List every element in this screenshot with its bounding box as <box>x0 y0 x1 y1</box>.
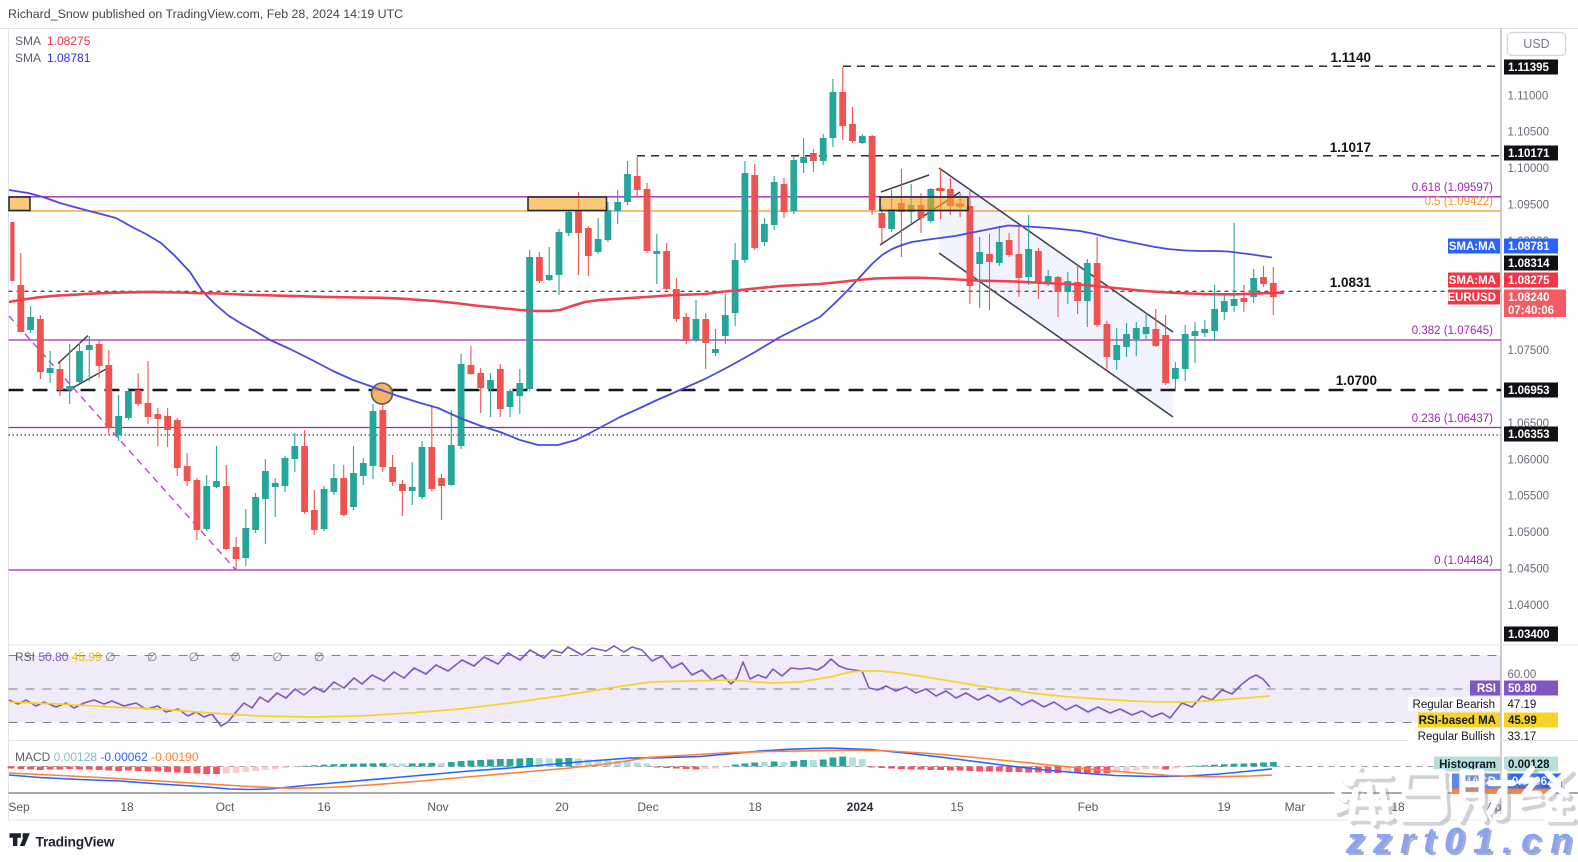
svg-text:Regular Bullish: Regular Bullish <box>1418 731 1495 743</box>
svg-text:1.08781: 1.08781 <box>1508 241 1550 253</box>
svg-text:07:40:06: 07:40:06 <box>1508 305 1554 317</box>
svg-text:1.07500: 1.07500 <box>1508 345 1550 357</box>
svg-text:Oct: Oct <box>216 800 235 814</box>
svg-text:1.08314: 1.08314 <box>1508 258 1550 270</box>
svg-text:Regular Bearish: Regular Bearish <box>1413 699 1495 711</box>
svg-text:50.80: 50.80 <box>1508 683 1537 695</box>
svg-text:1.03400: 1.03400 <box>1508 629 1550 641</box>
svg-text:47.19: 47.19 <box>1508 699 1537 711</box>
svg-text:1.10171: 1.10171 <box>1508 148 1550 160</box>
svg-text:15: 15 <box>950 800 964 814</box>
svg-text:zzrt01.cn: zzrt01.cn <box>1345 820 1578 857</box>
svg-text:1.04500: 1.04500 <box>1508 564 1550 576</box>
svg-text:MACD 0.00128 -0.00062 -0.001: MACD 0.00128 -0.00062 -0.00190 <box>15 750 199 764</box>
svg-text:18: 18 <box>748 800 762 814</box>
svg-text:1.08275: 1.08275 <box>47 34 91 48</box>
svg-text:33.17: 33.17 <box>1508 731 1537 743</box>
svg-text:0.382 (1.07645): 0.382 (1.07645) <box>1412 325 1493 337</box>
svg-text:Dec: Dec <box>637 800 658 814</box>
svg-text:EURUSD: EURUSD <box>1447 292 1496 304</box>
svg-text:RSI 50.80 45.99 ∅ ∅ ∅ ∅ ∅ ∅: RSI 50.80 45.99 ∅ ∅ ∅ ∅ ∅ ∅ <box>15 650 338 664</box>
svg-text:1.11395: 1.11395 <box>1508 62 1550 74</box>
svg-text:1.0831: 1.0831 <box>1330 275 1372 290</box>
svg-text:19: 19 <box>1217 800 1231 814</box>
svg-text:TradingView: TradingView <box>36 835 115 850</box>
svg-text:1.09500: 1.09500 <box>1508 200 1550 212</box>
svg-text:1.08240: 1.08240 <box>1508 292 1550 304</box>
svg-text:SMA:MA: SMA:MA <box>1449 275 1496 287</box>
svg-text:1.11000: 1.11000 <box>1508 90 1549 102</box>
svg-text:1.10500: 1.10500 <box>1508 127 1550 139</box>
svg-text:Feb: Feb <box>1078 800 1099 814</box>
svg-text:1.08781: 1.08781 <box>47 51 91 65</box>
svg-text:SMA: SMA <box>15 34 41 48</box>
svg-text:RSI-based MA: RSI-based MA <box>1419 715 1496 727</box>
svg-text:1.04000: 1.04000 <box>1508 600 1550 612</box>
svg-text:1.1140: 1.1140 <box>1330 50 1371 65</box>
svg-text:Sep: Sep <box>8 800 30 814</box>
svg-text:SMA: SMA <box>15 51 41 65</box>
svg-text:16: 16 <box>317 800 331 814</box>
svg-text:60.00: 60.00 <box>1508 669 1537 681</box>
svg-text:RSI: RSI <box>1477 683 1496 695</box>
svg-text:0.5 (1.09422): 0.5 (1.09422) <box>1425 196 1494 208</box>
svg-text:SMA:MA: SMA:MA <box>1449 241 1496 253</box>
svg-text:1.06353: 1.06353 <box>1508 429 1550 441</box>
svg-text:1.06000: 1.06000 <box>1508 454 1550 466</box>
svg-text:1.06953: 1.06953 <box>1508 385 1550 397</box>
svg-text:0.618 (1.09597): 0.618 (1.09597) <box>1412 182 1493 194</box>
svg-text:1.0700: 1.0700 <box>1336 373 1377 388</box>
svg-text:1.10000: 1.10000 <box>1508 163 1550 175</box>
svg-text:Mar: Mar <box>1285 800 1306 814</box>
svg-text:Richard_Snow published on Trad: Richard_Snow published on TradingView.co… <box>8 7 403 21</box>
svg-text:0.236 (1.06437): 0.236 (1.06437) <box>1412 413 1493 425</box>
svg-text:1.08275: 1.08275 <box>1508 275 1550 287</box>
svg-text:20: 20 <box>555 800 569 814</box>
svg-text:USD: USD <box>1523 37 1549 51</box>
svg-text:Nov: Nov <box>427 800 448 814</box>
svg-text:0 (1.04484): 0 (1.04484) <box>1434 555 1493 567</box>
svg-text:18: 18 <box>120 800 134 814</box>
svg-text:1.1017: 1.1017 <box>1330 140 1371 155</box>
svg-text:1.05500: 1.05500 <box>1508 491 1550 503</box>
svg-text:2024: 2024 <box>847 800 874 814</box>
svg-text:1.05000: 1.05000 <box>1508 527 1550 539</box>
svg-text:45.99: 45.99 <box>1508 715 1537 727</box>
